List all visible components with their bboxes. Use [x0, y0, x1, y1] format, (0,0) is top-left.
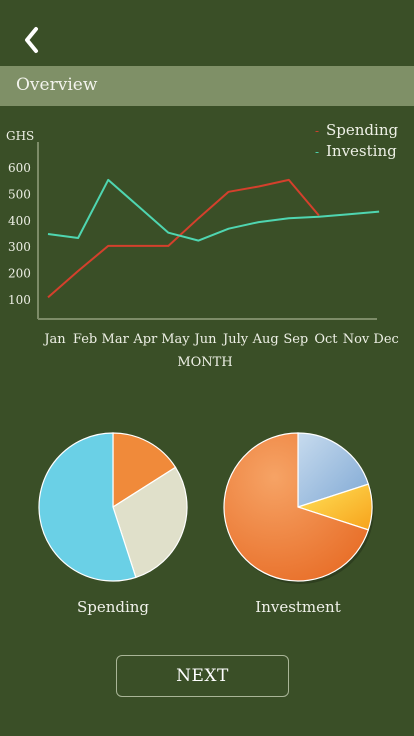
x-tick-label: Apr — [132, 332, 158, 347]
series-line-investing — [47, 178, 380, 242]
spending-pie-chart — [38, 432, 188, 582]
back-button[interactable] — [14, 22, 50, 58]
y-tick-label: 300 — [8, 240, 31, 254]
next-button[interactable]: NEXT — [116, 655, 289, 697]
y-tick-label: 400 — [8, 214, 31, 228]
pie-slice — [38, 432, 137, 582]
series-line-spending — [47, 178, 320, 299]
y-tick-label: 600 — [8, 161, 31, 175]
spending-pie-block: Spending — [33, 428, 193, 616]
pie-slice — [112, 432, 177, 509]
x-tick-label: Nov — [343, 332, 370, 347]
investment-pie-chart — [223, 432, 374, 584]
pie-slice — [223, 432, 370, 582]
legend-label: Spending — [326, 121, 398, 139]
legend-label: Investing — [326, 142, 397, 160]
legend-marker: - — [315, 124, 319, 138]
investment-pie-block: Investment — [218, 428, 378, 616]
y-tick-label: 500 — [8, 187, 31, 201]
x-tick-label: Jan — [42, 332, 66, 347]
x-tick-label: Sep — [283, 332, 308, 347]
spending-pie-label: Spending — [76, 598, 150, 616]
y-axis-label: GHS — [6, 129, 34, 143]
pie-slice — [112, 466, 188, 579]
x-tick-label: Mar — [102, 332, 130, 347]
y-tick-label: 100 — [8, 293, 31, 307]
x-tick-label: May — [161, 332, 190, 347]
x-tick-label: Jun — [193, 332, 218, 347]
x-axis-label: MONTH — [177, 355, 232, 370]
y-tick-label: 200 — [8, 267, 31, 281]
x-tick-label: Oct — [314, 332, 338, 347]
legend-marker: - — [315, 145, 319, 159]
pie-slice — [297, 432, 370, 508]
line-chart: GHS 100 200 300 400 500 600 Jan Feb Mar Apr May Jun J… — [6, 121, 399, 370]
x-tick-label: Feb — [73, 332, 97, 347]
investment-pie-label: Investment — [255, 598, 341, 616]
section-title: Overview — [16, 75, 98, 95]
x-tick-label: Dec — [373, 332, 398, 347]
x-tick-label: Aug — [252, 332, 279, 347]
section-header: Overview — [0, 66, 414, 106]
chevron-left-icon — [25, 27, 38, 53]
x-tick-label: July — [221, 332, 249, 347]
